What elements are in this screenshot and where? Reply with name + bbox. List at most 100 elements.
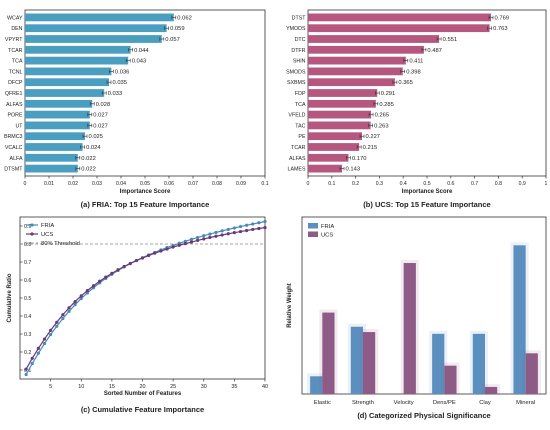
fria-importance-value-label: 0.027: [93, 113, 108, 119]
cumulative-point-ucs: [171, 245, 175, 249]
ucs-importance-x-tick-label: 0.3: [376, 181, 383, 187]
fria-importance-x-tick-label: 0: [24, 181, 27, 187]
ucs-importance-category-label: SHIN: [293, 59, 306, 65]
bar-ucs: [444, 365, 457, 394]
fria-importance-value-label: 0.033: [108, 91, 123, 97]
cumulative-point-fria: [263, 219, 267, 224]
ucs-importance-category-label: VFELD: [288, 113, 305, 119]
ucs-importance-bar: [308, 24, 490, 33]
cumulative-x-tick-label: 30: [201, 384, 207, 390]
cumulative-point-fria: [24, 372, 28, 377]
cumulative-point-fria: [61, 316, 65, 321]
fria-importance-category-label: VCALC: [5, 145, 23, 151]
cumulative-point-ucs: [238, 229, 243, 234]
ucs-importance-bar: [308, 56, 406, 65]
cumulative-point-ucs: [165, 247, 169, 251]
fria-importance-bar: [25, 56, 129, 65]
fria-importance-bar: [25, 78, 109, 87]
fria-importance-value-label: 0.059: [170, 26, 185, 32]
fria-importance-category-label: TCNL: [9, 69, 23, 75]
ucs-importance-x-tick-label: 0.1: [328, 181, 335, 187]
fria-importance-category-label: QFRE1: [5, 91, 23, 97]
legend-label-fria: FRIA: [41, 223, 54, 229]
cumulative-point-ucs: [208, 235, 212, 240]
cumulative-point-ucs: [153, 251, 157, 255]
ucs-importance-bar: [308, 121, 371, 130]
legend-swatch-ucs: [308, 231, 318, 237]
cumulative-y-tick-label: 0.5: [24, 296, 31, 302]
fria-importance-bar: [25, 110, 90, 119]
ucs-importance-bar: [308, 110, 372, 119]
fria-importance-bar: [25, 89, 105, 97]
fria-importance-value-label: 0.043: [132, 59, 147, 65]
cumulative-y-tick-label: 0.6: [24, 278, 31, 284]
cumulative-y-tick-label: 0.3: [24, 332, 31, 338]
cumulative-point-ucs: [30, 356, 34, 360]
ucs-importance-x-tick-label: 1: [545, 181, 548, 187]
cumulative-point-ucs: [183, 242, 187, 246]
ucs-importance-value-label: 0.487: [427, 48, 442, 54]
ucs-importance-bar: [308, 164, 343, 173]
cumulative-point-ucs: [159, 249, 163, 253]
fria-importance-category-label: DFCP: [8, 80, 23, 86]
ucs-importance-value-label: 0.227: [366, 134, 381, 140]
fria-importance-value-label: 0.062: [177, 15, 192, 21]
ucs-importance-value-label: 0.170: [352, 156, 367, 162]
cumulative-x-tick-label: 40: [262, 384, 268, 390]
cumulative-point-fria: [226, 227, 230, 232]
cumulative-y-tick-label: 0.7: [24, 260, 31, 266]
fria-importance-category-label: ALFAS: [6, 102, 23, 108]
ucs-importance-x-tick-label: 0: [307, 181, 310, 187]
fria-importance-x-tick-label: 0.07: [188, 181, 198, 187]
fria-importance-x-axis-label: Importance Score: [120, 189, 171, 195]
fria-importance-category-label: PORE: [7, 113, 22, 119]
cumulative-point-ucs: [232, 231, 236, 235]
bar-fria: [432, 333, 445, 394]
cumulative-point-ucs: [128, 261, 132, 266]
cumulative-point-ucs: [36, 346, 40, 350]
cumulative-point-ucs: [98, 279, 102, 283]
fria-importance-value-label: 0.024: [86, 145, 101, 151]
cumulative-x-tick-label: 5: [49, 384, 52, 390]
fria-importance-x-tick-label: 0.02: [68, 181, 78, 187]
bar-ucs: [363, 332, 376, 394]
ucs-importance-value-label: 0.143: [346, 167, 361, 173]
cumulative-point-fria: [251, 222, 255, 226]
ucs-importance-x-tick-label: 0.6: [447, 181, 454, 187]
cumulative-point-fria: [67, 309, 71, 313]
cumulative-point-ucs: [202, 237, 206, 241]
ucs-importance-value-label: 0.263: [374, 123, 389, 129]
bar-fria: [310, 376, 323, 394]
cumulative-point-ucs: [55, 320, 59, 324]
ucs-importance-category-label: FDP: [295, 91, 306, 97]
legend-label-ucs: UCS: [41, 232, 53, 238]
fria-importance-category-label: DTSMT: [4, 167, 23, 173]
cumulative-point-fria: [196, 235, 200, 240]
ucs-importance-x-tick-label: 0.7: [471, 181, 478, 187]
fria-importance-bar: [25, 132, 85, 141]
cumulative-panel: 5 10 15 20 25 30 35 400.10.20.30.40.50.60.70.80…: [7, 216, 268, 414]
fria-importance-value-label: 0.022: [81, 167, 96, 173]
cumulative-point-ucs: [257, 226, 261, 231]
cumulative-x-tick-label: 20: [139, 384, 145, 390]
ucs-importance-category-label: DTC: [295, 37, 306, 43]
cumulative-x-tick-label: 10: [78, 384, 84, 390]
ucs-importance-value-label: 0.265: [375, 113, 390, 119]
ucs-importance-x-tick-label: 0.5: [423, 181, 430, 187]
cumulative-point-fria: [42, 341, 47, 346]
cumulative-x-axis-label: Sorted Number of Features: [104, 391, 182, 397]
ucs-importance-category-label: PE: [298, 134, 306, 140]
ucs-importance-category-label: SXBMS: [287, 80, 306, 86]
ucs-importance-panel: 0 0.1 0.2 0.3 0.4 0.5 0.6 0.7 0.8 0.9 1 Importance …: [286, 9, 548, 209]
cumulative-point-ucs: [177, 243, 181, 247]
bar-ucs: [322, 312, 335, 394]
cumulative-point-fria: [30, 361, 34, 366]
fria-importance-bar: [25, 143, 83, 151]
fria-importance-bar: [25, 35, 162, 43]
ucs-importance-category-label: ALFAS: [289, 156, 306, 162]
cumulative-point-ucs: [116, 268, 120, 272]
ucs-importance-category-label: TAC: [295, 123, 305, 129]
ucs-importance-category-label: YMODS: [286, 26, 306, 32]
fria-importance-bar: [25, 67, 112, 76]
fria-importance-category-label: BRMC3: [4, 134, 23, 140]
